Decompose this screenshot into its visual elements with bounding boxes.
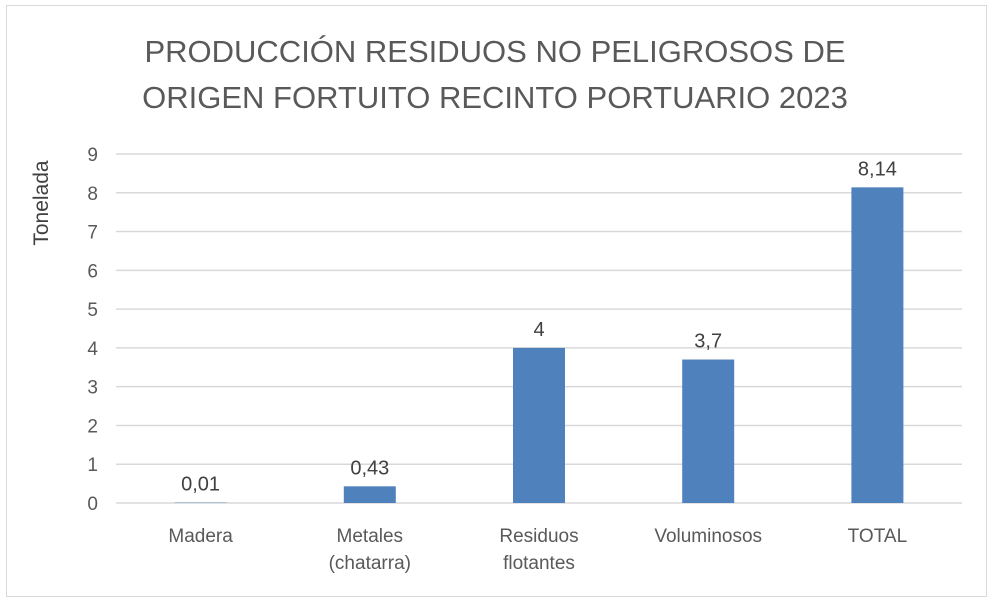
y-tick-label: 4 [87, 339, 98, 360]
y-tick-label: 0 [87, 494, 98, 515]
x-category-label: flotantes [503, 553, 575, 574]
y-tick-label: 1 [87, 455, 98, 476]
y-tick-label: 3 [87, 378, 98, 399]
x-category-label: Madera [168, 526, 233, 547]
y-axis-label: Tonelada [30, 160, 53, 246]
x-category-label: TOTAL [848, 526, 907, 547]
data-label: 8,14 [858, 158, 897, 180]
chart-title-line-2: ORIGEN FORTUITO RECINTO PORTUARIO 2023 [142, 80, 848, 115]
x-category-label: (chatarra) [329, 553, 411, 574]
y-tick-label: 8 [87, 184, 98, 205]
bar [513, 347, 565, 503]
x-category-label: Metales [337, 526, 404, 547]
y-tick-label: 6 [87, 261, 98, 282]
data-label: 0,01 [181, 474, 220, 496]
bar [343, 486, 396, 503]
y-tick-label: 7 [87, 223, 98, 244]
y-tick-label: 2 [87, 416, 98, 437]
chart-title-line-1: PRODUCCIÓN RESIDUOS NO PELIGROSOS DE [144, 34, 845, 69]
data-label: 3,7 [694, 331, 722, 353]
data-label: 0,43 [350, 457, 389, 479]
x-category-label: Residuos [499, 526, 578, 547]
bar [851, 187, 904, 504]
x-category-label: Voluminosos [654, 526, 762, 547]
bar [682, 359, 735, 503]
data-label: 4 [533, 319, 544, 341]
y-tick-label: 5 [87, 300, 98, 321]
y-tick-label: 9 [87, 145, 98, 166]
chart-frame [6, 5, 987, 597]
